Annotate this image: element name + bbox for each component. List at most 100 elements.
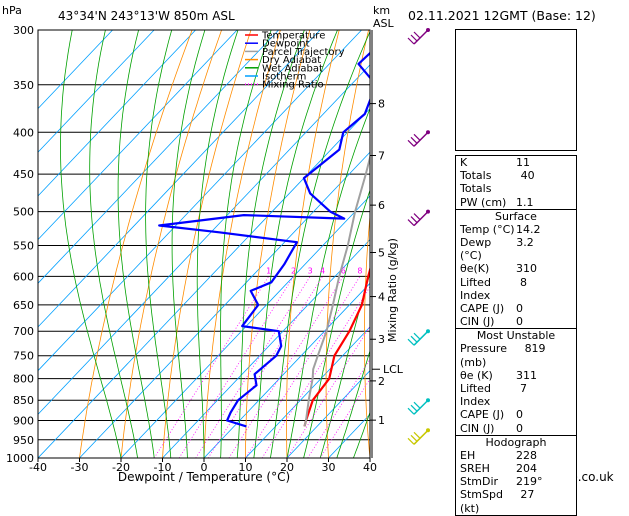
table-row-value: 0	[516, 302, 570, 315]
pressure-tick-label: 650	[13, 299, 34, 312]
wind-barb-flag	[408, 220, 414, 226]
km-tick-label: 2	[378, 375, 385, 388]
dry-adiabat-line	[402, 30, 428, 458]
pressure-unit-label: hPa	[2, 4, 22, 17]
table-row-label: CIN (J)	[460, 422, 494, 435]
wind-barb	[414, 212, 428, 226]
dry-adiabat-line	[571, 30, 619, 458]
table-row-label: EH	[460, 449, 475, 462]
km-tick-label: 1	[378, 414, 385, 427]
wind-barb-flag	[408, 408, 414, 414]
location-label: 43°34'N 243°13'W 850m ASL	[58, 9, 235, 23]
table-row: θe(K) 310	[456, 262, 576, 275]
table-row: θe (K) 311	[456, 369, 576, 382]
legend-item-label: Mixing Ratio	[262, 80, 324, 91]
pressure-tick-label: 850	[13, 394, 34, 407]
table-row: Pressure (mb)819	[456, 342, 576, 368]
table-row-value: 219°	[516, 475, 570, 488]
pressure-tick-label: 800	[13, 373, 34, 386]
table-row-label: PW (cm)	[460, 196, 506, 209]
wind-barb	[414, 132, 428, 146]
most-unstable-title: Most Unstable	[456, 329, 576, 342]
pressure-tick-label: 600	[13, 270, 34, 283]
table-row-label: θe(K)	[460, 262, 489, 275]
wind-barb-flag	[408, 339, 414, 345]
table-row: CAPE (J)0	[456, 302, 576, 315]
x-tick-label: 40	[363, 461, 377, 474]
table-row-value: 0	[516, 315, 570, 328]
km-tick-label: 5	[378, 247, 385, 260]
wet-adiabat-line	[270, 30, 370, 458]
wind-barb-dot	[426, 329, 430, 333]
table-row: CAPE (J)0	[456, 408, 576, 421]
table-row: EH 228	[456, 449, 576, 462]
mixing-ratio-axis-label: Mixing Ratio (g/kg)	[386, 238, 399, 342]
wind-barb	[414, 30, 428, 44]
table-row-label: Temp (°C)	[460, 223, 515, 236]
pressure-tick-label: 300	[13, 24, 34, 37]
wind-barb-flag	[414, 402, 420, 408]
table-row-value: 228	[516, 449, 570, 462]
mixing-ratio-line	[196, 276, 310, 458]
dry-adiabat-line	[80, 30, 193, 458]
table-row-label: SREH	[460, 462, 490, 475]
pressure-tick-label: 750	[13, 350, 34, 363]
mixing-ratio-value: 25	[430, 266, 440, 275]
table-row-value: 311	[516, 369, 570, 382]
table-row-value: 8	[520, 276, 570, 302]
wet-adiabat-line	[90, 30, 138, 458]
dry-adiabat-line	[121, 30, 222, 458]
wind-barb-dot	[426, 130, 430, 134]
mixing-ratio-value: 8	[357, 266, 362, 275]
wind-barbs	[408, 28, 430, 444]
wind-barb-flag	[411, 137, 417, 143]
isotherm-line	[0, 30, 362, 458]
table-row: CIN (J)0	[456, 422, 576, 435]
wind-barb-flag	[411, 217, 417, 223]
table-row-label: θe (K)	[460, 369, 493, 382]
table-row-label: Dewp (°C)	[460, 236, 516, 262]
table-row-value: 204	[516, 462, 570, 475]
km-label: km	[373, 4, 390, 17]
wind-barb-flag	[411, 35, 417, 41]
wind-barb-flag	[408, 438, 414, 444]
wind-barb-flag	[414, 432, 420, 438]
wind-barb-dot	[426, 210, 430, 214]
isotherm-line	[38, 30, 445, 458]
table-row-value: 40	[521, 169, 570, 195]
mixing-ratio-value: 1	[266, 266, 271, 275]
table-row-label: Totals Totals	[460, 169, 521, 195]
wind-barb	[414, 331, 428, 345]
wind-barb-dot	[426, 428, 430, 432]
table-row-value: 310	[516, 262, 570, 275]
table-row-value: 7	[520, 382, 570, 408]
wind-barb	[414, 400, 428, 414]
table-row: Temp (°C)14.2	[456, 223, 576, 236]
wind-barb	[414, 430, 428, 444]
wind-barb-flag	[408, 38, 414, 44]
km-tick-label: 7	[378, 149, 385, 162]
table-row: CIN (J) 0	[456, 315, 576, 328]
km-tick-label: 8	[378, 98, 385, 111]
wind-barb-flag	[414, 32, 420, 38]
table-row-value: 11	[516, 156, 570, 169]
mixing-ratio-value: 2	[291, 266, 296, 275]
dry-adiabat-line	[438, 30, 457, 458]
lcl-label: LCL	[383, 363, 404, 376]
table-row-value: 0	[516, 408, 570, 421]
wind-barb-dot	[426, 398, 430, 402]
wind-barb-flag	[414, 134, 420, 140]
km-tick-label: 4	[378, 291, 385, 304]
table-row-value: 1.1	[516, 196, 570, 209]
mixing-ratio-line	[208, 276, 322, 458]
x-tick-label: 30	[322, 461, 336, 474]
mixing-ratio-line	[154, 276, 268, 458]
wet-adiabat-line	[61, 30, 122, 458]
mixing-ratio-line	[262, 276, 376, 458]
pressure-tick-label: 950	[13, 434, 34, 447]
x-tick-label: -40	[29, 461, 47, 474]
table-row-label: CIN (J)	[460, 315, 494, 328]
